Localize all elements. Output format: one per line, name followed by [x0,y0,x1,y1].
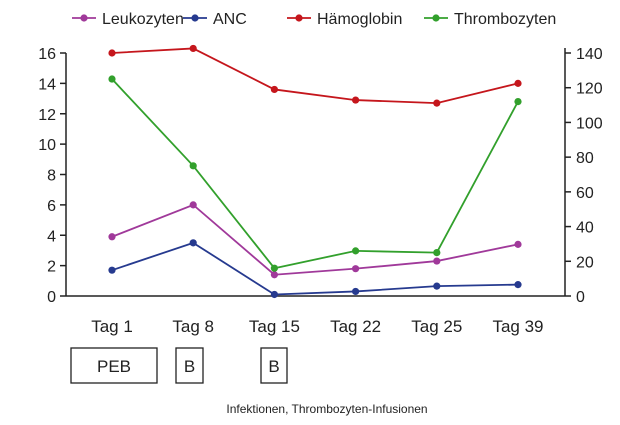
data-point [189,239,197,247]
data-point [352,287,360,296]
annotation-box-label: B [268,357,279,376]
x-tick-label: Tag 39 [492,317,543,336]
y-right-tick-label: 100 [576,115,603,132]
data-point [108,49,116,57]
y-right-tick-label: 120 [576,81,603,98]
x-tick-label: Tag 15 [249,317,300,336]
y-left-tick-label: 4 [47,228,56,245]
x-tick-label: Tag 25 [411,317,462,336]
series-line [111,47,519,105]
series-line [111,241,519,296]
data-point [270,290,278,299]
annotation-box [70,347,158,384]
y-right-tick-label: 80 [576,150,594,167]
y-left-tick-label: 16 [38,46,56,63]
data-point [514,240,522,248]
legend-label: ANC [213,11,247,28]
y-left-tick-label: 10 [38,137,56,154]
data-point [352,96,360,104]
data-point [514,281,522,289]
data-point [108,266,116,274]
data-point [352,265,360,273]
y-right-tick-label: 60 [576,185,594,202]
y-left-tick-label: 14 [38,76,56,93]
data-point [189,162,197,170]
data-point [514,98,522,106]
data-point [433,249,441,257]
y-left-tick-label: 6 [47,198,56,215]
y-right-tick-label: 40 [576,220,594,237]
data-point [270,271,278,279]
y-left-tick-label: 12 [38,107,56,124]
y-left-tick-label: 2 [47,259,56,276]
annotation-box-label: B [184,357,195,376]
data-point [433,257,441,265]
data-point [270,85,278,94]
legend-marker [432,14,440,22]
data-point [189,201,197,209]
legend-label: Leukozyten [102,11,184,28]
data-point [189,44,197,53]
x-tick-label: Tag 22 [330,317,381,336]
legend-label: Thrombozyten [454,11,556,28]
annotation-box-label: PEB [97,357,131,376]
legend-marker [191,14,199,22]
footnote: Infektionen, Thrombozyten-Infusionen [226,402,427,416]
data-point [514,79,522,87]
data-point [433,282,441,290]
data-point [270,264,278,272]
x-tick-label: Tag 8 [172,317,214,336]
legend-label: Hämoglobin [317,11,402,28]
y-left-tick-label: 0 [47,289,56,306]
y-right-tick-label: 20 [576,254,594,271]
series-line [111,203,519,276]
y-left-tick-label: 8 [47,168,56,185]
y-right-tick-label: 140 [576,46,603,63]
annotation-box [260,347,288,384]
annotation-box [175,347,204,384]
data-point [108,233,116,241]
legend-marker [80,14,88,22]
x-tick-label: Tag 1 [91,317,133,336]
data-point [433,99,441,107]
series-line [111,78,519,270]
legend-marker [295,14,303,22]
data-point [108,75,116,83]
data-point [352,247,360,255]
y-right-tick-label: 0 [576,289,585,306]
